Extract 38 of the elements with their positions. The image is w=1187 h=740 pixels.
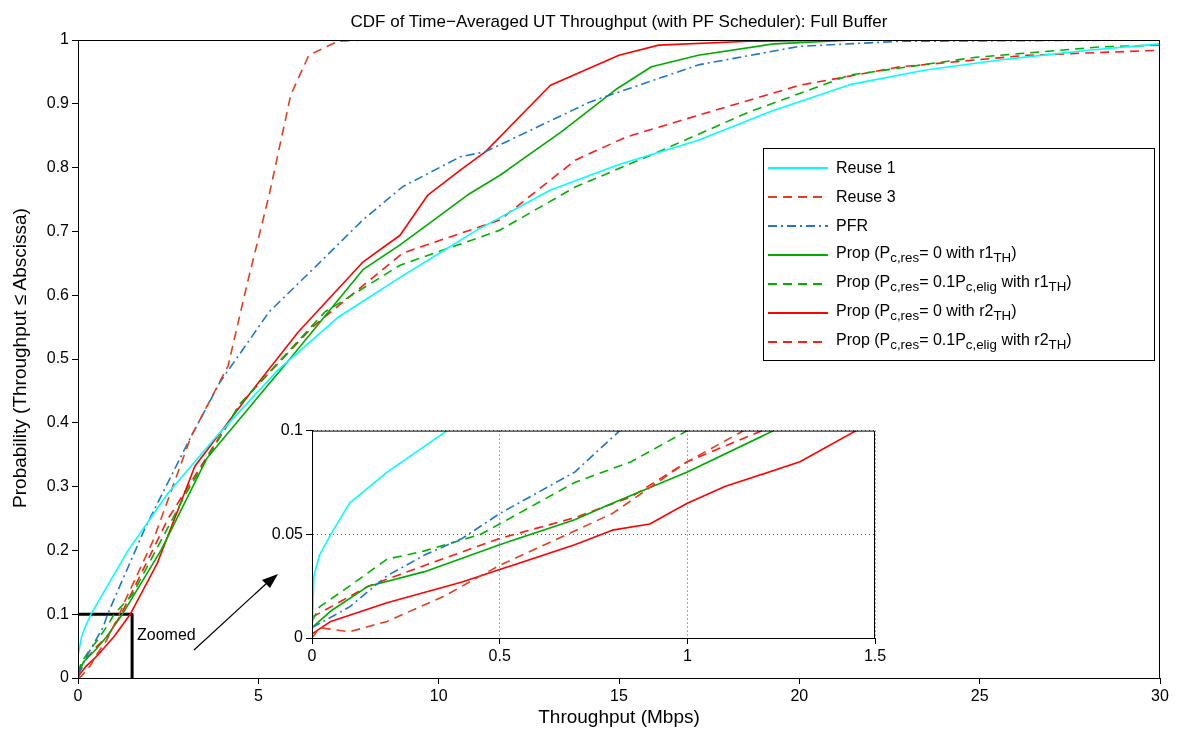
x-axis-title: Throughput (Mbps) (537, 706, 701, 728)
legend-label: PFR (836, 216, 868, 235)
y-tick-label: 1 (60, 30, 70, 48)
legend-label: Prop (P$_{c,res}$= 0 with r2$_{TH}$) (836, 301, 1017, 324)
legend-label: Reuse 3 (836, 187, 896, 206)
y-axis-title: Probability (Throughput ≤ Abscissa) (9, 207, 31, 510)
y-tick-label: 0.9 (46, 94, 70, 112)
x-tick-label: 20 (790, 687, 809, 705)
y-tick-label: 0.1 (280, 421, 304, 439)
y-tick-label: 0 (294, 628, 304, 646)
x-tick-label: 1.5 (863, 647, 887, 665)
y-tick-label: 0.3 (46, 477, 70, 495)
legend-label: Prop (P$_{c,res}$= 0.1P$_{c,elig}$ with r1$_{TH}$) (836, 272, 1072, 295)
y-tick-label: 0.5 (46, 349, 70, 367)
x-tick-label: 0 (73, 687, 83, 705)
y-tick-label: 0 (60, 668, 70, 686)
line-series (312, 430, 621, 629)
legend-label: Prop (P$_{c,res}$= 0 with r1$_{TH}$) (836, 243, 1017, 266)
x-tick-label: 25 (970, 687, 989, 705)
legend-label: Reuse 1 (836, 158, 896, 177)
y-tick-label: 0.2 (46, 540, 70, 558)
y-tick-label: 0.05 (271, 524, 304, 542)
legend-label: Prop (P$_{c,res}$= 0.1P$_{c,elig}$ with r2$_{TH}$) (836, 330, 1072, 353)
x-tick-label: 0.5 (488, 647, 511, 665)
y-tick-label: 0.8 (46, 158, 70, 176)
annotation: Zoomed (137, 626, 196, 644)
x-tick-label: 15 (610, 687, 628, 705)
y-tick-label: 0.4 (46, 413, 70, 431)
x-tick-label: 1 (682, 647, 692, 665)
y-tick-label: 0.1 (46, 604, 70, 622)
y-tick-label: 0.6 (46, 285, 70, 303)
x-tick-label: 10 (429, 687, 448, 705)
x-tick-label: 30 (1151, 687, 1169, 705)
y-tick-label: 0.7 (46, 221, 70, 239)
x-tick-label: 5 (253, 687, 263, 705)
chart-title: CDF of Time−Averaged UT Throughput (with PF Scheduler): Full Buffer (349, 12, 889, 32)
x-tick-label: 0 (307, 647, 317, 665)
line-series (312, 430, 689, 623)
